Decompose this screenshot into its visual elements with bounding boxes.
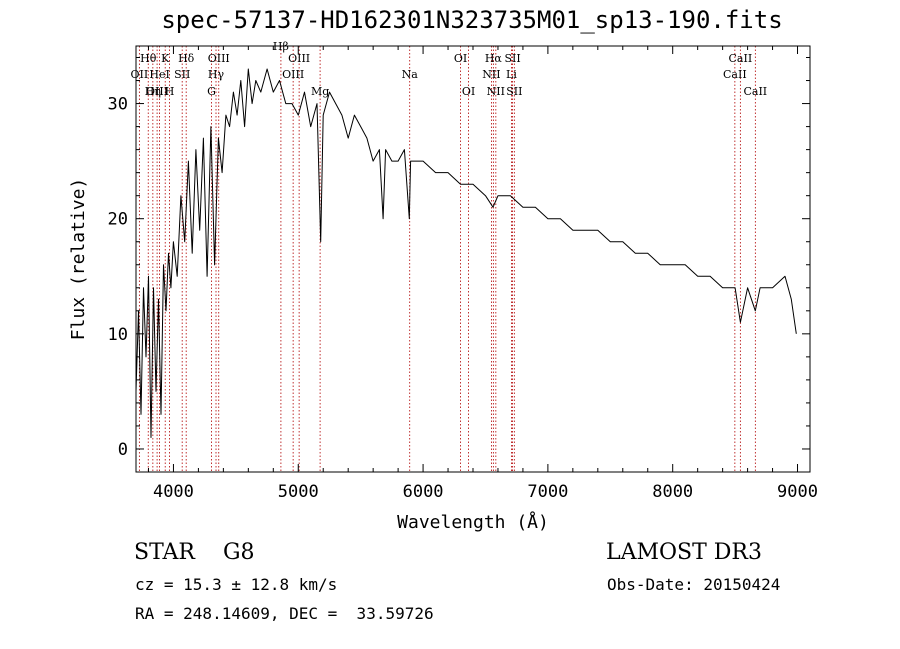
y-tick-label: 0 bbox=[118, 440, 128, 460]
spectral-line-label: NII bbox=[482, 68, 500, 81]
emission-line-markers bbox=[138, 46, 756, 472]
spectral-line-label: OIII bbox=[208, 52, 230, 65]
spectral-line-label: SII bbox=[506, 85, 522, 98]
star-class: STAR G8 bbox=[134, 540, 255, 565]
x-tick-label: 4000 bbox=[153, 482, 194, 502]
survey-name: LAMOST DR3 bbox=[606, 540, 762, 565]
spectral-line-label: HeI bbox=[149, 68, 169, 81]
spectral-line-label: H bbox=[165, 85, 175, 98]
spectral-line-label: Li bbox=[506, 68, 517, 81]
x-tick-label: 7000 bbox=[527, 482, 568, 502]
spectral-line-label: Hη bbox=[145, 85, 161, 98]
spectral-line-label: OI bbox=[462, 85, 475, 98]
spectral-line-label: SII bbox=[504, 52, 520, 65]
spectral-line-label: Hγ bbox=[208, 68, 225, 81]
y-tick-label: 20 bbox=[108, 210, 128, 230]
spectral-line-label: CaII bbox=[723, 68, 747, 81]
spectral-line-label: Hβ bbox=[273, 40, 289, 53]
spectral-line-label: OIII bbox=[146, 85, 168, 98]
x-tick-label: 9000 bbox=[777, 482, 818, 502]
spectral-line-label: Hθ bbox=[140, 52, 157, 65]
obs-date: Obs-Date: 20150424 bbox=[607, 575, 781, 594]
spectral-line-label: Mg bbox=[311, 85, 329, 98]
spectral-line-label: CaII bbox=[729, 52, 753, 65]
coordinates: RA = 248.14609, DEC = 33.59726 bbox=[135, 604, 434, 623]
spectral-line-label: K bbox=[161, 52, 170, 65]
y-tick-label: 30 bbox=[108, 95, 128, 115]
x-tick-label: 5000 bbox=[278, 482, 319, 502]
flux-series bbox=[135, 68, 797, 438]
spectral-line-label: OII bbox=[131, 68, 149, 81]
axis-ticks: 4000 5000 6000 7000 8000 9000 0 10 20 30 bbox=[108, 46, 818, 502]
x-tick-label: 6000 bbox=[403, 482, 444, 502]
x-tick-label: 8000 bbox=[652, 482, 693, 502]
spectral-line-label: NII bbox=[487, 85, 505, 98]
redshift-value: cz = 15.3 ± 12.8 km/s bbox=[135, 575, 338, 594]
spectral-line-label: G bbox=[207, 85, 216, 98]
spectral-line-label: OIII bbox=[282, 68, 304, 81]
plot-frame bbox=[135, 45, 811, 473]
y-tick-label: 10 bbox=[108, 325, 128, 345]
spectral-line-label: CaII bbox=[743, 85, 767, 98]
spectral-line-label: Hα bbox=[485, 52, 503, 65]
y-axis-label: Flux (relative) bbox=[68, 178, 89, 341]
flux-line bbox=[135, 68, 797, 438]
spectral-line-label: Hδ bbox=[178, 52, 195, 65]
spectral-line-label: SII bbox=[174, 68, 190, 81]
spectral-line-label: Na bbox=[402, 68, 419, 81]
x-axis-label: Wavelength (Å) bbox=[397, 511, 549, 533]
spectral-line-label: OIII bbox=[288, 52, 310, 65]
chart-title: spec-57137-HD162301N323735M01_sp13-190.f… bbox=[161, 6, 783, 34]
spectral-line-label: OI bbox=[454, 52, 467, 65]
